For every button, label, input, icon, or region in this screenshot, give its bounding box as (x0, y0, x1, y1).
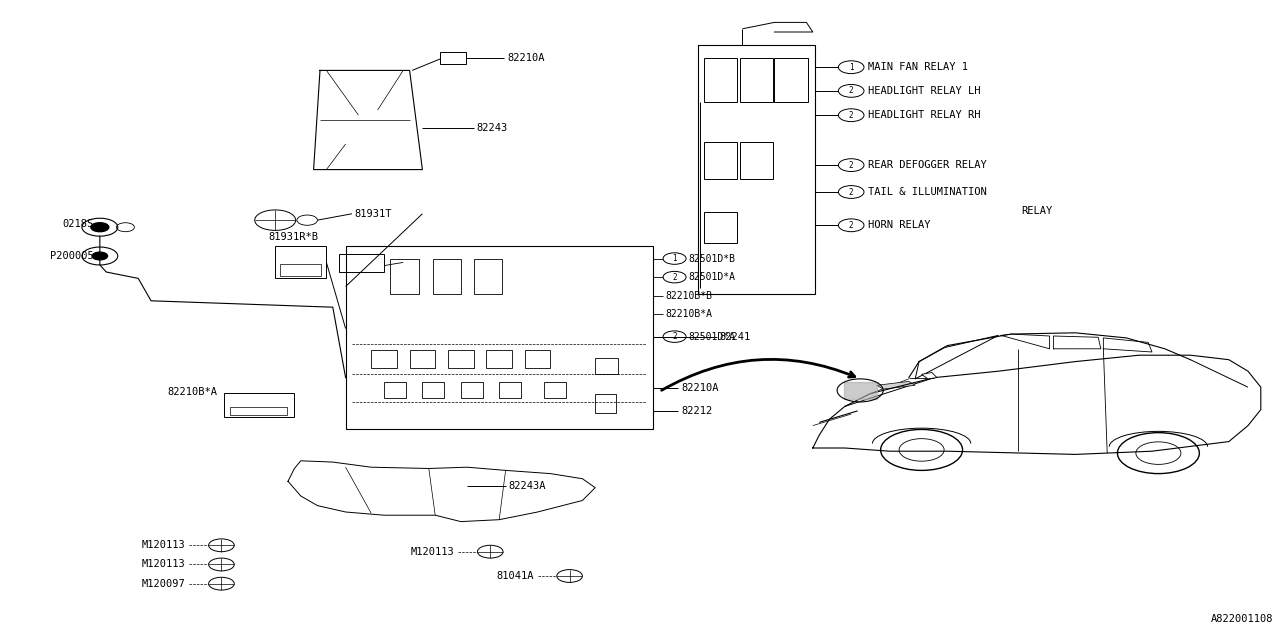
Text: 81041A: 81041A (497, 571, 534, 581)
Text: 82241: 82241 (719, 332, 750, 342)
Bar (499, 382, 521, 398)
Text: 81931R*B: 81931R*B (269, 232, 319, 242)
Text: 81931T: 81931T (355, 209, 392, 219)
Bar (280, 264, 321, 276)
Bar (448, 350, 474, 368)
Bar (704, 58, 737, 102)
Bar (595, 394, 616, 413)
Bar (525, 350, 550, 368)
Text: HEADLIGHT RELAY RH: HEADLIGHT RELAY RH (868, 110, 980, 120)
Bar (595, 358, 618, 374)
Text: 82210B*A: 82210B*A (168, 387, 218, 397)
Bar (275, 246, 326, 278)
Bar (461, 382, 483, 398)
Bar (224, 393, 294, 417)
Text: 82210B*A: 82210B*A (666, 309, 713, 319)
Text: 82243: 82243 (476, 123, 507, 133)
Bar (544, 382, 566, 398)
Text: RELAY: RELAY (1021, 206, 1052, 216)
Circle shape (91, 223, 109, 232)
Bar (390, 259, 419, 294)
Bar (740, 58, 773, 102)
Bar (704, 212, 737, 243)
Polygon shape (922, 372, 937, 379)
Text: HEADLIGHT RELAY LH: HEADLIGHT RELAY LH (868, 86, 980, 96)
Text: 2: 2 (849, 161, 854, 170)
Bar (474, 259, 502, 294)
Bar (230, 407, 287, 415)
Text: 1: 1 (849, 63, 854, 72)
Text: 82212: 82212 (681, 406, 712, 416)
Bar (440, 52, 466, 64)
Text: 82243A: 82243A (508, 481, 545, 492)
Text: HORN RELAY: HORN RELAY (868, 220, 931, 230)
Text: 2: 2 (849, 221, 854, 230)
Bar (698, 45, 815, 294)
Text: M120097: M120097 (142, 579, 186, 589)
Bar (704, 142, 737, 179)
Text: 1: 1 (672, 254, 677, 263)
Polygon shape (698, 45, 815, 294)
Text: M120113: M120113 (411, 547, 454, 557)
Text: 82210B*B: 82210B*B (666, 291, 713, 301)
Text: P200005: P200005 (50, 251, 93, 261)
Text: 2: 2 (849, 111, 854, 120)
Text: 82501D*B: 82501D*B (689, 253, 736, 264)
Bar (339, 254, 384, 272)
Bar (346, 246, 653, 429)
Bar (774, 58, 808, 102)
Text: 0218S: 0218S (63, 219, 93, 229)
Text: M120113: M120113 (142, 559, 186, 570)
Text: 2: 2 (849, 86, 854, 95)
Polygon shape (314, 70, 422, 170)
Text: 2: 2 (849, 188, 854, 196)
Text: M120113: M120113 (142, 540, 186, 550)
Circle shape (92, 252, 108, 260)
Text: 2: 2 (672, 332, 677, 341)
Text: 82501D*A: 82501D*A (689, 272, 736, 282)
Bar (486, 350, 512, 368)
Text: MAIN FAN RELAY 1: MAIN FAN RELAY 1 (868, 62, 968, 72)
Bar (422, 382, 444, 398)
Polygon shape (844, 382, 877, 399)
Polygon shape (813, 355, 1261, 454)
Bar (371, 350, 397, 368)
Bar (740, 142, 773, 179)
Text: 82210A: 82210A (681, 383, 718, 393)
Text: 82210A: 82210A (507, 53, 544, 63)
Bar (433, 259, 461, 294)
Text: REAR DEFOGGER RELAY: REAR DEFOGGER RELAY (868, 160, 987, 170)
Text: TAIL & ILLUMINATION: TAIL & ILLUMINATION (868, 187, 987, 197)
Text: A822001108: A822001108 (1211, 614, 1274, 624)
Bar (384, 382, 406, 398)
Polygon shape (877, 381, 915, 389)
Text: 2: 2 (672, 273, 677, 282)
Polygon shape (288, 461, 595, 522)
Polygon shape (346, 246, 653, 429)
Text: 82501D*A: 82501D*A (689, 332, 736, 342)
Bar (410, 350, 435, 368)
